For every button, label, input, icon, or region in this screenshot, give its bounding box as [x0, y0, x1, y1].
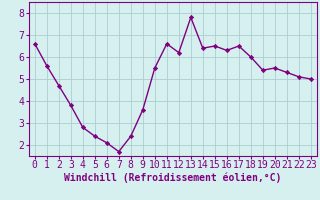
X-axis label: Windchill (Refroidissement éolien,°C): Windchill (Refroidissement éolien,°C) — [64, 173, 282, 183]
